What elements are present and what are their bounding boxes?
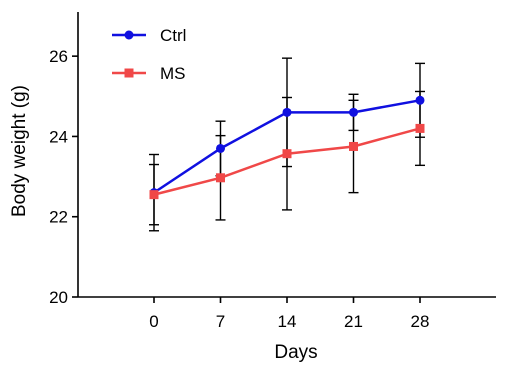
y-tick-label: 24: [49, 127, 68, 146]
legend-marker: [124, 30, 134, 40]
legend-label: Ctrl: [160, 26, 186, 45]
y-tick-label: 26: [49, 47, 68, 66]
data-point-ms: [415, 123, 425, 133]
data-point-ctrl: [415, 95, 425, 105]
data-point-ctrl: [282, 107, 292, 117]
x-tick-label: 0: [149, 312, 158, 331]
data-point-ctrl: [216, 143, 225, 153]
data-point-ctrl: [349, 107, 358, 117]
x-axis-label: Days: [274, 342, 317, 363]
error-bars: [149, 57, 425, 232]
legend-label: MS: [160, 64, 186, 83]
y-tick-label: 22: [49, 208, 68, 227]
y-axis-label: Body weight (g): [9, 85, 30, 217]
data-point-ms: [349, 141, 358, 151]
legend-marker: [124, 68, 134, 78]
y-tick-label: 20: [49, 288, 68, 307]
legend: Ctrl MS: [112, 26, 186, 83]
x-tick-label: 21: [344, 312, 363, 331]
data-point-ms: [282, 149, 292, 159]
data-point-ms: [216, 173, 225, 183]
x-tick-label: 14: [278, 312, 297, 331]
data-point-ms: [149, 190, 159, 200]
series-markers: [149, 95, 425, 200]
x-tick-label: 28: [411, 312, 430, 331]
x-tick-label: 7: [216, 312, 225, 331]
axes: 20 22 24 26 0 7 14 21 28: [49, 12, 496, 331]
